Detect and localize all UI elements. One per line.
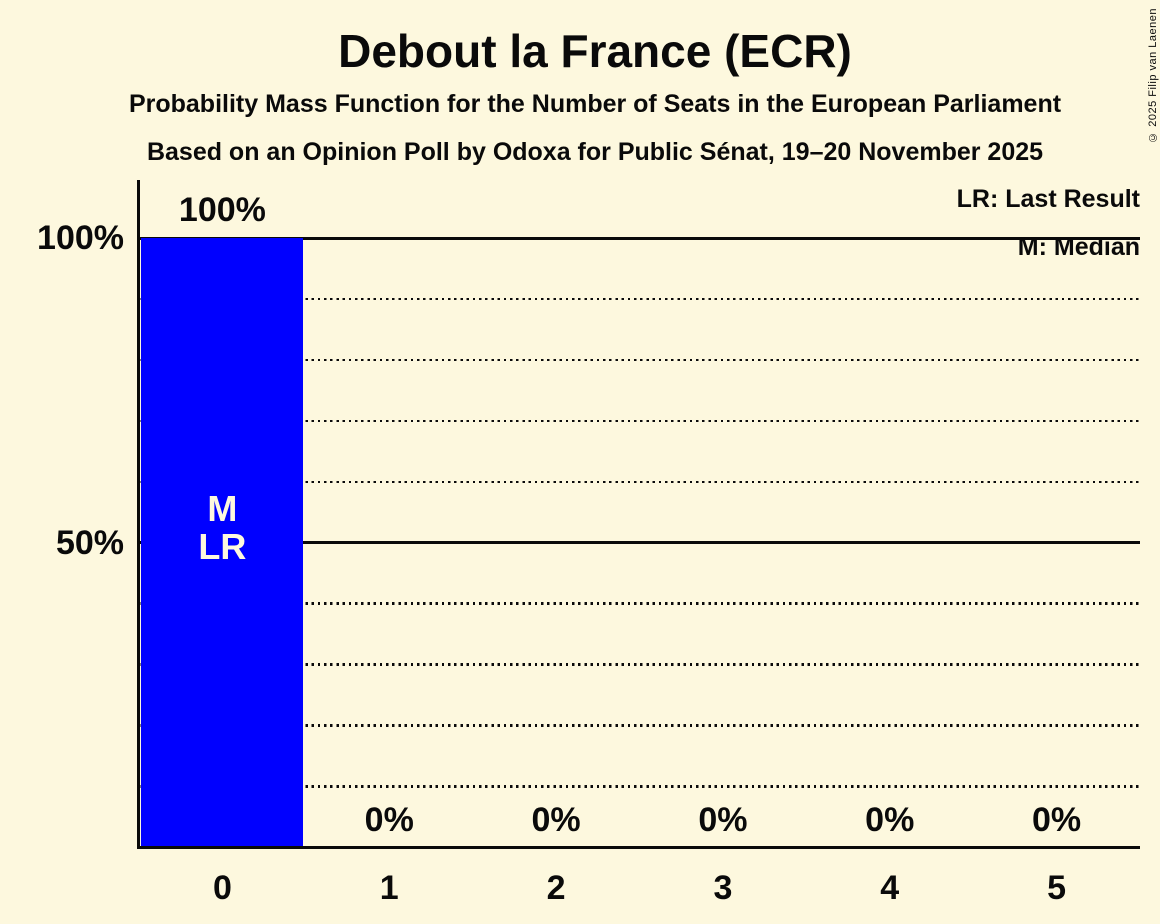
- gridline-70-percent: [138, 419, 1140, 423]
- gridline-100-percent: [138, 236, 1140, 240]
- gridline-50-percent: [138, 541, 1140, 545]
- bar-annotation-median-last-result: M LR: [139, 487, 306, 567]
- legend-median: M: Median: [1017, 233, 1140, 261]
- gridline-40-percent: [138, 602, 1140, 605]
- gridline-10-percent: [138, 785, 1140, 788]
- legend-last-result: LR: Last Result: [956, 185, 1140, 213]
- y-tick-label-50-percent: 50%: [55, 523, 124, 562]
- copyright-notice: © 2025 Filip van Laenen: [1147, 8, 1159, 143]
- value-label-seats-4: 0%: [865, 800, 915, 839]
- x-tick-label-0: 0: [212, 869, 232, 907]
- gridline-20-percent: [138, 724, 1140, 727]
- chart-title: Debout la France (ECR): [338, 25, 852, 77]
- x-tick-label-2: 2: [546, 869, 566, 907]
- x-tick-label-3: 3: [713, 869, 733, 907]
- y-tick-label-100-percent: 100%: [37, 219, 124, 257]
- value-label-seats-5: 0%: [1032, 800, 1082, 839]
- x-tick-label-1: 1: [379, 869, 399, 907]
- value-label-seats-2: 0%: [531, 800, 581, 839]
- value-label-seats-0: 100%: [178, 191, 266, 229]
- x-tick-label-5: 5: [1047, 869, 1067, 907]
- bar-annotation-line-lr: LR: [198, 525, 247, 567]
- bar-seats-0: [141, 238, 304, 848]
- bar-annotation-line-m: M: [207, 487, 238, 529]
- chart-subtitle-pmf: Probability Mass Function for the Number…: [128, 90, 1062, 118]
- x-axis-line: [136, 846, 1140, 849]
- value-label-seats-3: 0%: [698, 800, 748, 839]
- y-axis-line: [136, 180, 140, 849]
- value-label-seats-1: 0%: [364, 800, 414, 839]
- x-tick-label-4: 4: [880, 869, 900, 907]
- gridline-80-percent: [138, 358, 1140, 362]
- gridline-90-percent: [138, 297, 1140, 301]
- gridline-30-percent: [138, 663, 1140, 666]
- gridline-60-percent: [138, 480, 1140, 484]
- chart-subtitle-poll: Based on an Opinion Poll by Odoxa for Pu…: [146, 138, 1044, 166]
